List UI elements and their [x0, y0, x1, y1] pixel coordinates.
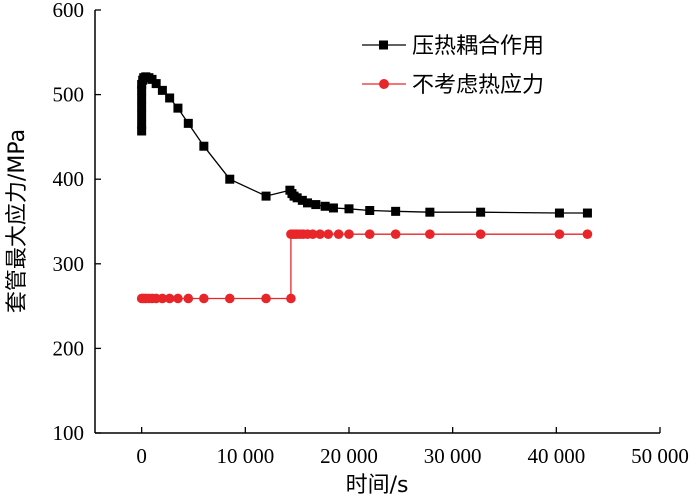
data-point — [137, 94, 147, 104]
data-point — [137, 102, 147, 112]
legend: 压热耦合作用 不考虑热应力 — [362, 34, 544, 98]
y-axis-title: 套管最大应力/MPa — [5, 129, 30, 313]
data-point — [225, 174, 235, 184]
x-tick-label: 40 000 — [527, 444, 585, 468]
data-point — [137, 111, 147, 121]
data-point — [261, 293, 271, 304]
data-point — [425, 207, 435, 217]
data-point — [183, 118, 193, 128]
data-point — [286, 293, 296, 304]
x-ticks: 0 10 000 20 000 30 000 40 000 50 000 — [136, 427, 689, 468]
data-point — [157, 85, 167, 95]
data-point — [365, 206, 375, 216]
series-1 — [136, 229, 593, 304]
series-layer — [136, 72, 593, 304]
data-point — [582, 208, 592, 218]
data-point — [292, 193, 302, 203]
data-point — [476, 207, 486, 217]
data-point — [315, 229, 325, 239]
data-point — [364, 229, 375, 239]
data-point — [199, 141, 209, 151]
x-tick-label: 20 000 — [320, 444, 378, 468]
legend-label-1: 不考虑热应力 — [412, 73, 544, 98]
y-tick-label: 300 — [53, 252, 85, 276]
data-point — [554, 208, 564, 218]
data-point — [261, 191, 271, 201]
series-0 — [137, 72, 592, 218]
x-tick-label: 30 000 — [424, 444, 482, 468]
legend-item-1: 不考虑热应力 — [362, 73, 544, 98]
data-point — [137, 85, 147, 95]
legend-label-0: 压热耦合作用 — [412, 34, 544, 59]
x-axis-title: 时间/s — [346, 473, 409, 498]
data-point — [303, 198, 313, 208]
y-tick-label: 500 — [53, 83, 85, 107]
data-point — [320, 201, 330, 211]
data-point — [297, 195, 307, 205]
data-point — [328, 203, 338, 213]
data-point — [199, 293, 209, 304]
data-point — [425, 229, 435, 239]
data-point — [333, 229, 344, 239]
data-point — [390, 229, 401, 239]
data-point — [165, 93, 175, 103]
data-point — [582, 229, 593, 239]
data-point — [224, 293, 235, 304]
x-tick-label: 0 — [136, 444, 147, 468]
y-tick-label: 100 — [53, 421, 85, 445]
x-tick-label: 50 000 — [631, 444, 689, 468]
y-tick-label: 200 — [53, 336, 85, 360]
data-point — [311, 200, 321, 210]
data-point — [344, 204, 354, 214]
series-line-1 — [141, 233, 588, 300]
x-tick-label: 10 000 — [216, 444, 274, 468]
data-point — [157, 293, 168, 304]
data-point — [137, 126, 147, 136]
legend-marker-1 — [379, 79, 389, 89]
y-tick-label: 600 — [53, 0, 85, 22]
data-point — [323, 229, 334, 239]
y-ticks: 100 200 300 400 500 600 — [53, 0, 101, 445]
plot-area — [94, 10, 660, 434]
data-point — [164, 293, 175, 304]
y-tick-label: 400 — [53, 167, 85, 191]
data-point — [137, 119, 147, 129]
legend-marker-0 — [379, 40, 388, 50]
data-point — [391, 206, 401, 216]
data-point — [173, 103, 183, 113]
data-point — [151, 79, 161, 89]
data-point — [475, 229, 486, 239]
data-point — [554, 229, 565, 239]
data-point — [307, 229, 318, 239]
legend-item-0: 压热耦合作用 — [362, 34, 544, 59]
data-point — [344, 229, 354, 239]
data-point — [183, 293, 194, 304]
data-point — [173, 293, 183, 304]
